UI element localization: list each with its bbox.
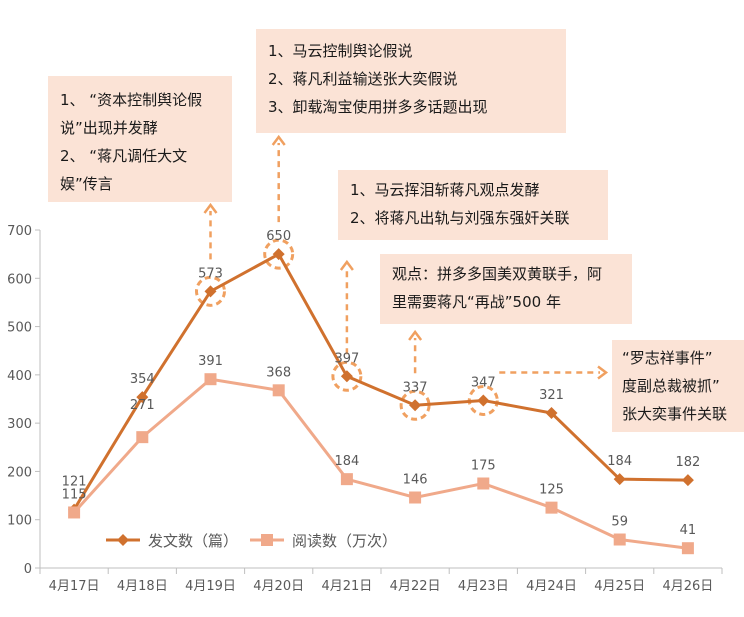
data-label-2: 368	[266, 365, 291, 380]
data-point-2	[272, 384, 285, 397]
data-label-2: 41	[680, 523, 697, 538]
callout-arrow-1-head	[203, 202, 218, 214]
annotation-line: “罗志祥事件”	[622, 349, 713, 367]
y-tick-label: 500	[7, 321, 32, 336]
annotation-box-3: 1、马云挥泪斩蒋凡观点发酵 2、将蒋凡出轨与刘强东强奸关联	[338, 170, 608, 240]
data-label-2: 115	[62, 487, 87, 502]
y-tick-labels: 0 100 200 300 400 500 600 700	[7, 224, 32, 577]
callout-arrow-4-head	[408, 329, 423, 341]
data-label-1: 337	[403, 380, 428, 395]
data-label-1: 347	[471, 375, 496, 390]
legend-marker-2	[261, 534, 273, 546]
callout-arrows	[195, 134, 609, 421]
data-point-1	[136, 391, 149, 404]
x-tick-label: 4月23日	[458, 579, 509, 594]
data-point-2	[545, 501, 558, 514]
data-point-1	[340, 370, 353, 383]
annotation-line: 观点：拼多多国美双黄联手，阿	[392, 265, 603, 283]
highlight-circle	[195, 275, 226, 307]
data-label-2: 391	[198, 354, 223, 369]
data-point-2	[340, 473, 353, 486]
data-point-1	[204, 285, 217, 298]
data-point-2	[204, 373, 217, 386]
data-label-1: 650	[266, 229, 291, 244]
annotation-line: 2、将蒋凡出轨与刘强东强奸关联	[350, 209, 570, 227]
x-tick-label: 4月24日	[526, 579, 577, 594]
annotation-line: 说”出现并发酵	[60, 119, 158, 137]
data-label-2: 59	[611, 515, 628, 530]
y-tick-label: 400	[7, 369, 32, 384]
x-tick-label: 4月21日	[321, 579, 372, 594]
y-tick-label: 600	[7, 272, 32, 287]
annotation-line: 2、蒋凡利益输送张大奕假说	[268, 70, 458, 88]
data-point-2	[681, 542, 694, 555]
data-point-2	[613, 533, 626, 546]
data-point-2	[136, 431, 149, 444]
y-tick-label: 200	[7, 465, 32, 480]
x-tick-label: 4月26日	[662, 579, 713, 594]
x-tick-label: 4月20日	[253, 579, 304, 594]
annotation-line: 度副总裁被抓”	[622, 377, 720, 395]
data-point-1	[681, 474, 694, 487]
x-tick-label: 4月25日	[594, 579, 645, 594]
data-point-2	[409, 491, 422, 504]
annotation-line: 里需要蒋凡“再战”500 年	[392, 293, 561, 311]
y-tick-label: 0	[24, 562, 32, 577]
annotation-box-5: “罗志祥事件” 度副总裁被抓” 张大奕事件关联	[612, 340, 744, 432]
annotation-box-4: 观点：拼多多国美双黄联手，阿 里需要蒋凡“再战”500 年	[380, 254, 632, 324]
annotation-line: 1、 “资本控制舆论假	[60, 91, 203, 109]
y-tick-label: 700	[7, 224, 32, 239]
callout-arrow-5-head	[597, 365, 609, 380]
annotation-line: 娱”传言	[60, 175, 113, 193]
x-tick-label: 4月18日	[117, 579, 168, 594]
data-label-2: 184	[334, 454, 359, 469]
data-label-1: 573	[198, 266, 223, 281]
data-point-2	[477, 477, 490, 490]
legend-label-2: 阅读数（万次）	[292, 532, 397, 550]
callout-arrow-2-head	[271, 134, 286, 146]
data-label-1: 354	[130, 372, 155, 387]
data-label-1: 397	[334, 351, 359, 366]
data-label-2: 271	[130, 398, 155, 413]
series-layer: 121 354 573 650 397 337 347 321 184 182 115 271 391 3…	[62, 229, 700, 555]
annotation-box-2: 1、马云控制舆论假说 2、蒋凡利益输送张大奕假说 3、卸载淘宝使用拼多多话题出现	[256, 29, 566, 133]
data-label-1: 182	[675, 455, 700, 470]
data-label-2: 175	[471, 459, 496, 474]
x-tick-label: 4月17日	[49, 579, 100, 594]
annotation-line: 1、马云控制舆论假说	[268, 42, 413, 60]
x-tick-labels: 4月17日 4月18日 4月19日 4月20日 4月21日 4月22日 4月23日 4月24日…	[49, 579, 714, 594]
data-label-2: 125	[539, 483, 564, 498]
data-point-1	[409, 399, 422, 412]
data-point-1	[477, 394, 490, 407]
legend: 发文数（篇） 阅读数（万次）	[106, 532, 397, 550]
x-tick-label: 4月22日	[390, 579, 441, 594]
data-point-2	[68, 506, 81, 519]
highlight-circle	[263, 238, 295, 270]
data-point-1	[272, 248, 285, 261]
data-point-1	[613, 473, 626, 486]
annotation-line: 2、 “蒋凡调任大文	[60, 147, 188, 165]
annotation-line: 张大奕事件关联	[622, 405, 728, 423]
y-tick-label: 100	[7, 514, 32, 529]
data-label-1: 184	[607, 454, 632, 469]
highlight-circle	[331, 360, 363, 392]
data-point-1	[545, 407, 558, 420]
data-label-2: 146	[403, 473, 428, 488]
series-line-1	[72, 252, 688, 511]
axes	[35, 229, 723, 574]
data-label-1: 121	[62, 475, 87, 490]
callout-arrow-3-head	[339, 259, 354, 271]
series-line-2	[72, 377, 689, 550]
y-tick-label: 300	[7, 417, 32, 432]
legend-marker-1	[117, 534, 129, 546]
annotation-line: 3、卸载淘宝使用拼多多话题出现	[268, 98, 488, 116]
legend-label-1: 发文数（篇）	[148, 532, 238, 550]
annotation-box-1: 1、 “资本控制舆论假 说”出现并发酵 2、 “蒋凡调任大文 娱”传言	[48, 76, 232, 202]
annotation-line: 1、马云挥泪斩蒋凡观点发酵	[350, 181, 540, 199]
x-tick-label: 4月19日	[185, 579, 236, 594]
data-label-1: 321	[539, 388, 564, 403]
